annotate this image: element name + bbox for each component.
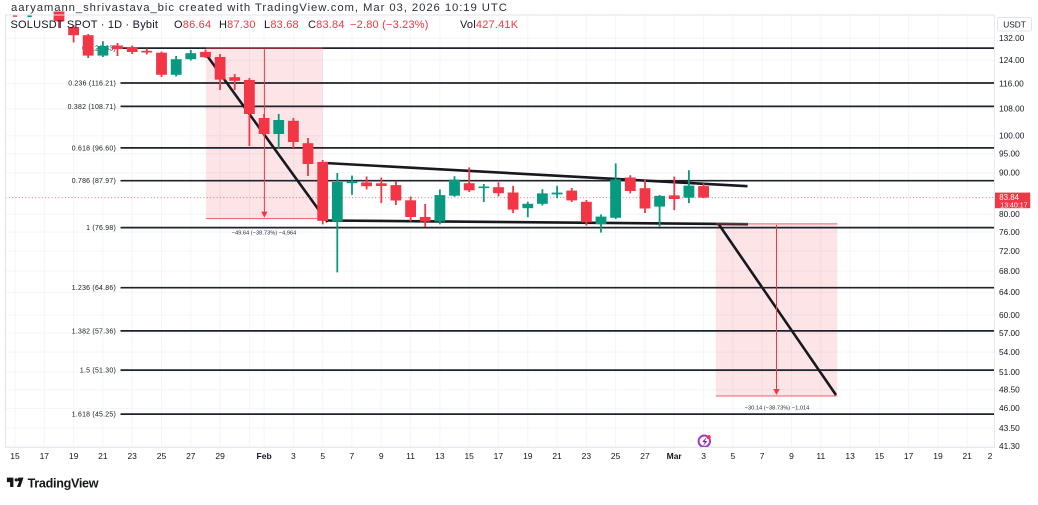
svg-text:−49.64 (−38.73%) −4,964: −49.64 (−38.73%) −4,964 xyxy=(232,230,297,236)
svg-text:95.00: 95.00 xyxy=(999,149,1020,159)
svg-text:0.786 (87.97): 0.786 (87.97) xyxy=(72,178,116,185)
svg-text:72.00: 72.00 xyxy=(999,246,1020,256)
svg-text:23: 23 xyxy=(582,451,592,461)
svg-text:2: 2 xyxy=(988,451,993,461)
svg-text:90.00: 90.00 xyxy=(999,168,1020,178)
svg-text:68.00: 68.00 xyxy=(999,266,1020,276)
svg-text:3: 3 xyxy=(701,451,706,461)
svg-text:15: 15 xyxy=(10,451,20,461)
svg-text:5: 5 xyxy=(731,451,736,461)
svg-text:7: 7 xyxy=(760,451,765,461)
svg-text:1.5 (51.30): 1.5 (51.30) xyxy=(80,368,116,375)
svg-text:108.00: 108.00 xyxy=(999,104,1025,114)
svg-text:Feb: Feb xyxy=(257,451,272,461)
svg-text:41.30: 41.30 xyxy=(999,441,1020,451)
svg-text:48.50: 48.50 xyxy=(999,385,1020,395)
svg-text:1 (76.98): 1 (76.98) xyxy=(86,225,116,232)
svg-text:19: 19 xyxy=(933,451,943,461)
svg-text:17: 17 xyxy=(904,451,914,461)
svg-text:27: 27 xyxy=(186,451,196,461)
svg-text:17: 17 xyxy=(40,451,50,461)
svg-text:83.84: 83.84 xyxy=(999,193,1019,202)
svg-text:29: 29 xyxy=(215,451,225,461)
svg-text:76.00: 76.00 xyxy=(999,227,1020,237)
svg-text:1.236 (64.86): 1.236 (64.86) xyxy=(72,285,116,292)
svg-text:60.00: 60.00 xyxy=(999,310,1020,320)
svg-text:54.00: 54.00 xyxy=(999,347,1020,357)
svg-text:21: 21 xyxy=(552,451,562,461)
svg-text:124.00: 124.00 xyxy=(999,55,1025,65)
svg-text:17: 17 xyxy=(494,451,504,461)
svg-text:3: 3 xyxy=(291,451,296,461)
svg-text:116.00: 116.00 xyxy=(999,78,1024,88)
svg-text:9: 9 xyxy=(379,451,384,461)
svg-text:13: 13 xyxy=(845,451,855,461)
svg-text:TradingView: TradingView xyxy=(28,476,99,490)
svg-text:100.00: 100.00 xyxy=(999,131,1025,141)
svg-text:27: 27 xyxy=(640,451,650,461)
svg-text:21: 21 xyxy=(962,451,972,461)
svg-text:57.00: 57.00 xyxy=(999,328,1020,338)
svg-text:43.50: 43.50 xyxy=(999,423,1020,433)
svg-text:−30.14 (−38.73%) −1,014: −30.14 (−38.73%) −1,014 xyxy=(745,406,810,412)
svg-text:7: 7 xyxy=(350,451,355,461)
svg-text:23: 23 xyxy=(127,451,137,461)
svg-text:13:40:17: 13:40:17 xyxy=(1000,202,1027,209)
svg-text:46.00: 46.00 xyxy=(999,403,1020,413)
svg-text:USDT: USDT xyxy=(1003,20,1026,30)
svg-text:1.382 (57.36): 1.382 (57.36) xyxy=(72,328,116,335)
svg-text:1.618 (45.25): 1.618 (45.25) xyxy=(72,412,116,419)
svg-text:aaryamann_shrivastava_bic crea: aaryamann_shrivastava_bic created with T… xyxy=(11,2,508,14)
svg-text:132.00: 132.00 xyxy=(999,33,1025,43)
svg-text:19: 19 xyxy=(523,451,533,461)
svg-text:0.618 (96.60): 0.618 (96.60) xyxy=(72,145,116,152)
svg-text:15: 15 xyxy=(875,451,885,461)
svg-text:51.00: 51.00 xyxy=(999,367,1020,377)
svg-text:0.382 (108.71): 0.382 (108.71) xyxy=(68,104,116,111)
svg-text:25: 25 xyxy=(611,451,621,461)
svg-text:15: 15 xyxy=(464,451,474,461)
svg-text:0.236 (116.21): 0.236 (116.21) xyxy=(68,80,116,87)
svg-text:21: 21 xyxy=(98,451,108,461)
svg-text:25: 25 xyxy=(157,451,167,461)
svg-text:19: 19 xyxy=(69,451,79,461)
svg-text:13: 13 xyxy=(435,451,445,461)
svg-text:64.00: 64.00 xyxy=(999,287,1020,297)
svg-text:5: 5 xyxy=(320,451,325,461)
svg-text:Mar: Mar xyxy=(667,451,683,461)
svg-text:11: 11 xyxy=(406,451,415,461)
svg-text:11: 11 xyxy=(816,451,825,461)
svg-text:80.00: 80.00 xyxy=(999,209,1020,219)
svg-text:9: 9 xyxy=(789,451,794,461)
